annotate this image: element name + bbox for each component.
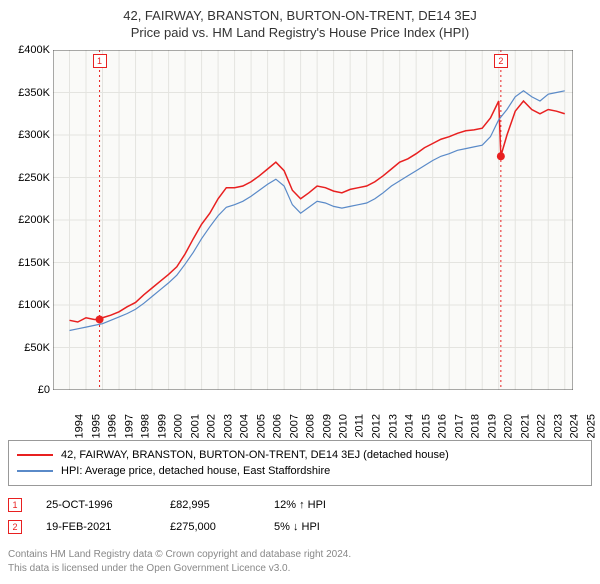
transaction-row: 2 19-FEB-2021 £275,000 5% ↓ HPI bbox=[8, 516, 592, 538]
legend-row: HPI: Average price, detached house, East… bbox=[17, 463, 583, 479]
x-axis-label: 1997 bbox=[123, 414, 135, 438]
x-axis-label: 2017 bbox=[453, 414, 465, 438]
transaction-marker: 2 bbox=[494, 54, 508, 68]
x-axis-label: 2005 bbox=[255, 414, 267, 438]
legend: 42, FAIRWAY, BRANSTON, BURTON-ON-TRENT, … bbox=[8, 440, 592, 486]
transaction-marker: 1 bbox=[93, 54, 107, 68]
legend-label: HPI: Average price, detached house, East… bbox=[61, 465, 330, 477]
x-axis-label: 2004 bbox=[239, 414, 251, 438]
transaction-table: 1 25-OCT-1996 £82,995 12% ↑ HPI 2 19-FEB-2021… bbox=[8, 494, 592, 538]
x-axis-label: 2016 bbox=[437, 414, 449, 438]
x-axis-label: 2014 bbox=[404, 414, 416, 438]
x-axis-label: 2019 bbox=[486, 414, 498, 438]
y-axis-label: £300K bbox=[18, 129, 50, 141]
chart-svg bbox=[53, 50, 573, 390]
x-axis-label: 2023 bbox=[552, 414, 564, 438]
footer-line: This data is licensed under the Open Gov… bbox=[8, 562, 592, 576]
x-axis-label: 1995 bbox=[90, 414, 102, 438]
x-axis-label: 2006 bbox=[272, 414, 284, 438]
x-axis-label: 2003 bbox=[222, 414, 234, 438]
x-axis-label: 2024 bbox=[569, 414, 581, 438]
x-axis-label: 2002 bbox=[206, 414, 218, 438]
y-axis-label: £50K bbox=[24, 342, 50, 354]
x-axis-label: 2025 bbox=[585, 414, 597, 438]
chart-container: 42, FAIRWAY, BRANSTON, BURTON-ON-TRENT, … bbox=[8, 8, 592, 576]
x-axis-label: 2007 bbox=[288, 414, 300, 438]
x-axis-label: 2021 bbox=[519, 414, 531, 438]
x-axis-label: 2001 bbox=[189, 414, 201, 438]
chart-area: £0 £50K £100K £150K £200K £250K £300K £350K £400… bbox=[8, 46, 592, 436]
y-axis-label: £400K bbox=[18, 44, 50, 56]
x-axis-label: 1996 bbox=[107, 414, 119, 438]
x-axis-label: 2018 bbox=[470, 414, 482, 438]
x-axis-label: 2020 bbox=[503, 414, 515, 438]
x-axis-label: 1999 bbox=[156, 414, 168, 438]
transaction-diff: 5% ↓ HPI bbox=[274, 521, 354, 533]
x-axis-label: 2013 bbox=[387, 414, 399, 438]
x-axis-label: 2008 bbox=[305, 414, 317, 438]
y-axis-label: £0 bbox=[38, 384, 50, 396]
y-axis-label: £250K bbox=[18, 172, 50, 184]
y-axis-label: £350K bbox=[18, 87, 50, 99]
x-axis-label: 2012 bbox=[371, 414, 383, 438]
x-axis-label: 1994 bbox=[73, 414, 85, 438]
x-axis-label: 2022 bbox=[536, 414, 548, 438]
x-axis-label: 2011 bbox=[353, 414, 365, 438]
transaction-date: 19-FEB-2021 bbox=[46, 521, 146, 533]
y-axis-label: £200K bbox=[18, 214, 50, 226]
x-axis-label: 2000 bbox=[173, 414, 185, 438]
transaction-marker: 2 bbox=[8, 520, 22, 534]
transaction-diff: 12% ↑ HPI bbox=[274, 499, 354, 511]
x-axis-label: 2009 bbox=[321, 414, 333, 438]
transaction-price: £82,995 bbox=[170, 499, 250, 511]
transaction-price: £275,000 bbox=[170, 521, 250, 533]
transaction-row: 1 25-OCT-1996 £82,995 12% ↑ HPI bbox=[8, 494, 592, 516]
legend-label: 42, FAIRWAY, BRANSTON, BURTON-ON-TRENT, … bbox=[61, 449, 449, 461]
y-axis-label: £150K bbox=[18, 257, 50, 269]
x-axis-label: 2015 bbox=[420, 414, 432, 438]
chart-title: 42, FAIRWAY, BRANSTON, BURTON-ON-TRENT, … bbox=[8, 8, 592, 23]
y-axis-label: £100K bbox=[18, 299, 50, 311]
legend-swatch bbox=[17, 470, 53, 472]
x-axis-label: 1998 bbox=[140, 414, 152, 438]
legend-swatch bbox=[17, 454, 53, 456]
legend-row: 42, FAIRWAY, BRANSTON, BURTON-ON-TRENT, … bbox=[17, 447, 583, 463]
transaction-date: 25-OCT-1996 bbox=[46, 499, 146, 511]
footer-attribution: Contains HM Land Registry data © Crown c… bbox=[8, 548, 592, 576]
chart-subtitle: Price paid vs. HM Land Registry's House … bbox=[8, 25, 592, 40]
transaction-marker: 1 bbox=[8, 498, 22, 512]
x-axis-label: 2010 bbox=[338, 414, 350, 438]
